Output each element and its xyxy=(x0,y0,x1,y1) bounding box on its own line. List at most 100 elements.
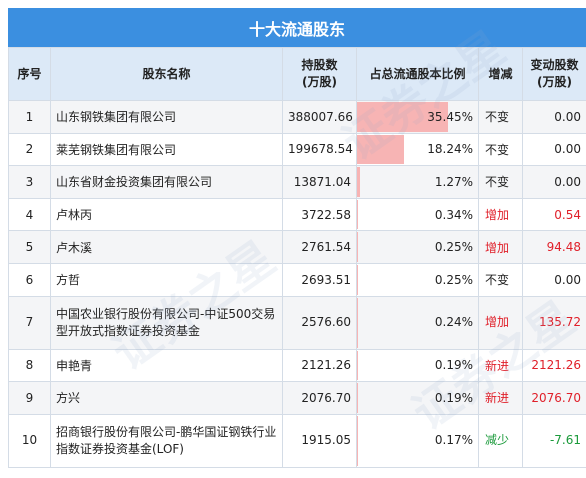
header-name: 股东名称 xyxy=(50,47,283,101)
table-title: 十大流通股东 xyxy=(8,8,586,47)
change-status: 新进 xyxy=(478,381,523,415)
row-index: 3 xyxy=(8,165,51,199)
header-idx: 序号 xyxy=(8,47,51,101)
table-row: 7 中国农业银行股份有限公司-中证500交易型开放式指数证券投资基金 2576.60… xyxy=(8,295,586,350)
row-index: 7 xyxy=(8,295,51,350)
header-delta-line1: 变动股数 xyxy=(530,58,579,72)
change-status: 不变 xyxy=(478,262,523,297)
float-ratio-cell: 0.17% xyxy=(356,413,479,468)
float-ratio-cell: 0.25% xyxy=(356,230,479,264)
shares-held: 3722.58 xyxy=(282,197,357,232)
change-status: 增加 xyxy=(478,230,523,264)
ratio-bar xyxy=(357,297,358,348)
ratio-bar xyxy=(357,232,358,262)
shareholder-name: 山东省财金投资集团有限公司 xyxy=(50,165,283,199)
header-shares: 持股数 (万股) xyxy=(282,47,357,101)
header-pct: 占总流通股本比例 xyxy=(356,47,479,101)
shares-held: 2076.70 xyxy=(282,381,357,415)
float-ratio-cell: 0.25% xyxy=(356,262,479,297)
shares-held: 199678.54 xyxy=(282,132,357,167)
shares-held: 13871.04 xyxy=(282,165,357,199)
top-shareholders-table: 序号 股东名称 持股数 (万股) 占总流通股本比例 增减 变动股数 (万股) 1… xyxy=(8,47,586,468)
float-ratio-cell: 0.34% xyxy=(356,197,479,232)
table-row: 10 招商银行股份有限公司-鹏华国证钢铁行业指数证券投资基金(LOF) 1915.0… xyxy=(8,413,586,468)
ratio-bar xyxy=(357,167,361,197)
ratio-text: 0.19% xyxy=(434,390,473,405)
change-shares: 135.72 xyxy=(522,295,586,350)
float-ratio-cell: 35.45% xyxy=(356,100,479,134)
ratio-text: 35.45% xyxy=(427,109,473,124)
header-delta-line2: (万股) xyxy=(537,75,572,89)
change-shares: 0.54 xyxy=(522,197,586,232)
change-shares: 0.00 xyxy=(522,165,586,199)
shareholder-name: 招商银行股份有限公司-鹏华国证钢铁行业指数证券投资基金(LOF) xyxy=(50,413,283,468)
row-index: 4 xyxy=(8,197,51,232)
shares-held: 388007.66 xyxy=(282,100,357,134)
change-shares: 94.48 xyxy=(522,230,586,264)
ratio-bar xyxy=(357,199,358,230)
change-shares: 0.00 xyxy=(522,100,586,134)
shares-held: 2693.51 xyxy=(282,262,357,297)
float-ratio-cell: 0.24% xyxy=(356,295,479,350)
shareholder-name: 卢林丙 xyxy=(50,197,283,232)
change-shares: -7.61 xyxy=(522,413,586,468)
ratio-text: 18.24% xyxy=(427,142,473,157)
table-row: 2 莱芜钢铁集团有限公司 199678.54 18.24% 不变 0.00 xyxy=(8,132,586,167)
header-row: 序号 股东名称 持股数 (万股) 占总流通股本比例 增减 变动股数 (万股) xyxy=(8,47,586,101)
ratio-text: 0.25% xyxy=(434,272,473,287)
shares-held: 1915.05 xyxy=(282,413,357,468)
ratio-text: 1.27% xyxy=(434,174,473,189)
float-ratio-cell: 0.19% xyxy=(356,381,479,415)
change-status: 不变 xyxy=(478,100,523,134)
change-status: 不变 xyxy=(478,132,523,167)
shareholder-name: 方兴 xyxy=(50,381,283,415)
shareholder-name: 中国农业银行股份有限公司-中证500交易型开放式指数证券投资基金 xyxy=(50,295,283,350)
ratio-text: 0.24% xyxy=(434,315,473,330)
ratio-bar xyxy=(357,102,448,132)
header-delta: 变动股数 (万股) xyxy=(522,47,586,101)
float-ratio-cell: 18.24% xyxy=(356,132,479,167)
table-row: 9 方兴 2076.70 0.19% 新进 2076.70 xyxy=(8,381,586,415)
change-shares: 2121.26 xyxy=(522,348,586,383)
ratio-text: 0.25% xyxy=(434,240,473,255)
shareholder-name: 莱芜钢铁集团有限公司 xyxy=(50,132,283,167)
table-row: 5 卢木溪 2761.54 0.25% 增加 94.48 xyxy=(8,230,586,264)
change-status: 新进 xyxy=(478,348,523,383)
shares-held: 2121.26 xyxy=(282,348,357,383)
float-ratio-cell: 1.27% xyxy=(356,165,479,199)
change-status: 增加 xyxy=(478,295,523,350)
shareholder-name: 申艳青 xyxy=(50,348,283,383)
change-status: 不变 xyxy=(478,165,523,199)
row-index: 9 xyxy=(8,381,51,415)
header-shares-line2: (万股) xyxy=(302,75,337,89)
change-shares: 0.00 xyxy=(522,132,586,167)
ratio-text: 0.19% xyxy=(434,358,473,373)
change-status: 增加 xyxy=(478,197,523,232)
ratio-bar xyxy=(357,264,358,295)
row-index: 6 xyxy=(8,262,51,297)
row-index: 10 xyxy=(8,413,51,468)
table-row: 6 方哲 2693.51 0.25% 不变 0.00 xyxy=(8,262,586,297)
shareholder-name: 方哲 xyxy=(50,262,283,297)
row-index: 5 xyxy=(8,230,51,264)
change-shares: 0.00 xyxy=(522,262,586,297)
header-shares-line1: 持股数 xyxy=(301,58,338,72)
table-row: 3 山东省财金投资集团有限公司 13871.04 1.27% 不变 0.00 xyxy=(8,165,586,199)
row-index: 2 xyxy=(8,132,51,167)
table-row: 1 山东钢铁集团有限公司 388007.66 35.45% 不变 0.00 xyxy=(8,100,586,134)
row-index: 1 xyxy=(8,100,51,134)
shareholder-name: 山东钢铁集团有限公司 xyxy=(50,100,283,134)
ratio-bar xyxy=(357,134,404,165)
shares-held: 2761.54 xyxy=(282,230,357,264)
shares-held: 2576.60 xyxy=(282,295,357,350)
shareholder-name: 卢木溪 xyxy=(50,230,283,264)
ratio-text: 0.17% xyxy=(434,433,473,448)
change-status: 减少 xyxy=(478,413,523,468)
header-change: 增减 xyxy=(478,47,523,101)
change-shares: 2076.70 xyxy=(522,381,586,415)
row-index: 8 xyxy=(8,348,51,383)
ratio-text: 0.34% xyxy=(434,207,473,222)
float-ratio-cell: 0.19% xyxy=(356,348,479,383)
table-row: 8 申艳青 2121.26 0.19% 新进 2121.26 xyxy=(8,348,586,383)
table-row: 4 卢林丙 3722.58 0.34% 增加 0.54 xyxy=(8,197,586,232)
